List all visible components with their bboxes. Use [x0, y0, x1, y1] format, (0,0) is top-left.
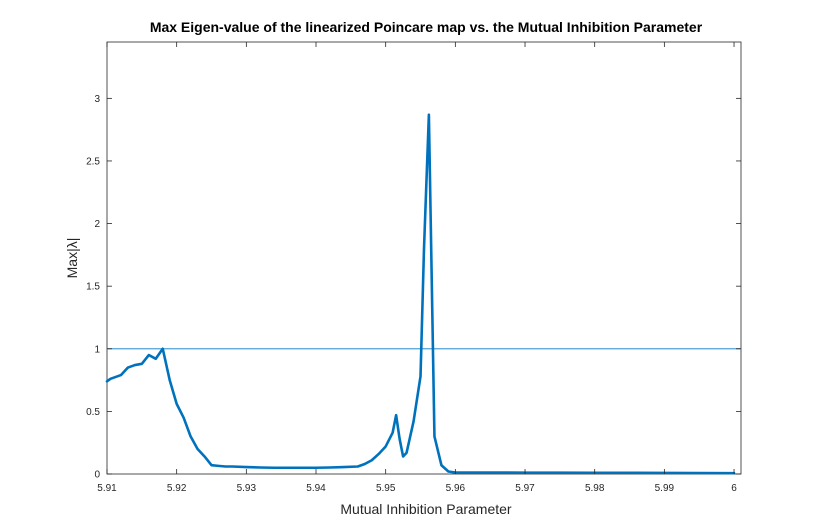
y-tick-label: 2.5 [86, 156, 100, 167]
x-tick-label: 6 [731, 483, 737, 494]
x-tick-label: 5.91 [97, 483, 117, 494]
chart-title: Max Eigen-value of the linearized Poinca… [150, 19, 703, 35]
x-tick-label: 5.97 [515, 483, 535, 494]
y-tick-label: 3 [94, 94, 100, 105]
y-axis-label: Max|λ| [64, 238, 80, 279]
x-tick-label: 5.96 [446, 483, 466, 494]
x-tick-label: 5.95 [376, 483, 396, 494]
x-axis-label: Mutual Inhibition Parameter [340, 501, 512, 517]
x-tick-label: 5.94 [306, 483, 326, 494]
y-tick-label: 1 [94, 344, 100, 355]
y-tick-label: 2 [94, 219, 100, 230]
x-axis-ticks: 5.91 5.92 5.93 5.94 5.95 5.96 5.97 5.98 5.99 6 [97, 42, 737, 494]
x-tick-label: 5.93 [237, 483, 257, 494]
x-tick-label: 5.99 [655, 483, 675, 494]
y-axis-ticks: 0 0.5 1 1.5 2 2.5 3 [86, 94, 741, 481]
y-tick-label: 1.5 [86, 282, 100, 293]
y-tick-label: 0.5 [86, 407, 100, 418]
x-tick-label: 5.98 [585, 483, 605, 494]
x-tick-label: 5.92 [167, 483, 187, 494]
y-tick-label: 0 [94, 470, 100, 481]
